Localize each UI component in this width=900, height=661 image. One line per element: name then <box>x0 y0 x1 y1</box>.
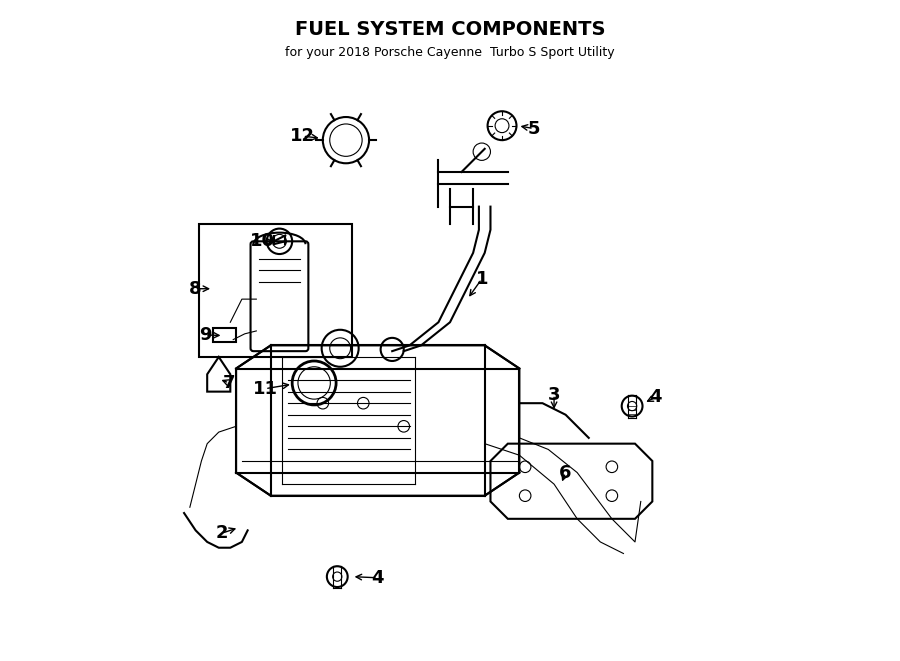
Text: 4: 4 <box>649 389 662 407</box>
Text: for your 2018 Porsche Cayenne  Turbo S Sport Utility: for your 2018 Porsche Cayenne Turbo S Sp… <box>285 46 615 59</box>
Text: 4: 4 <box>372 568 384 587</box>
Text: 11: 11 <box>253 379 277 398</box>
Text: 5: 5 <box>527 120 540 137</box>
Text: FUEL SYSTEM COMPONENTS: FUEL SYSTEM COMPONENTS <box>295 20 605 39</box>
Text: 10: 10 <box>249 232 274 251</box>
Text: 7: 7 <box>223 374 236 392</box>
Text: 1: 1 <box>475 270 488 288</box>
Text: 3: 3 <box>548 385 561 403</box>
Text: 9: 9 <box>199 326 212 344</box>
Text: 2: 2 <box>215 524 228 542</box>
Text: 8: 8 <box>189 280 202 297</box>
Bar <box>199 224 352 357</box>
Text: 12: 12 <box>290 127 315 145</box>
Text: 6: 6 <box>560 463 572 482</box>
Bar <box>213 328 236 342</box>
